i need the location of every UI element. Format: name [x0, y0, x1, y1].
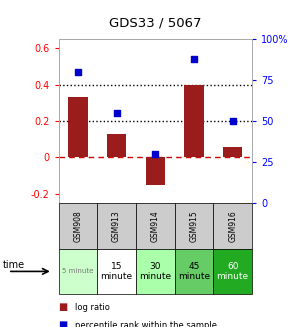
- Text: 15
minute: 15 minute: [100, 262, 133, 281]
- Text: GSM913: GSM913: [112, 210, 121, 242]
- Point: [230, 118, 235, 124]
- Text: 45
minute: 45 minute: [178, 262, 210, 281]
- Point: [192, 56, 196, 61]
- Text: GSM908: GSM908: [74, 210, 82, 242]
- Text: GSM914: GSM914: [151, 210, 160, 242]
- Text: ■: ■: [59, 320, 68, 327]
- Text: GDS33 / 5067: GDS33 / 5067: [109, 16, 202, 29]
- Text: 60
minute: 60 minute: [217, 262, 249, 281]
- Bar: [146, 157, 165, 184]
- Text: percentile rank within the sample: percentile rank within the sample: [75, 321, 217, 327]
- Text: GSM916: GSM916: [228, 210, 237, 242]
- Text: log ratio: log ratio: [75, 303, 110, 312]
- Bar: [184, 85, 204, 157]
- Text: 30
minute: 30 minute: [139, 262, 171, 281]
- Bar: [107, 134, 126, 157]
- Text: time: time: [3, 260, 25, 270]
- Point: [153, 151, 158, 156]
- Text: GSM915: GSM915: [190, 210, 198, 242]
- Point: [76, 69, 80, 75]
- Point: [114, 110, 119, 115]
- Text: 5 minute: 5 minute: [62, 268, 94, 274]
- Bar: [68, 97, 88, 157]
- Bar: [223, 147, 242, 157]
- Text: ■: ■: [59, 302, 68, 312]
